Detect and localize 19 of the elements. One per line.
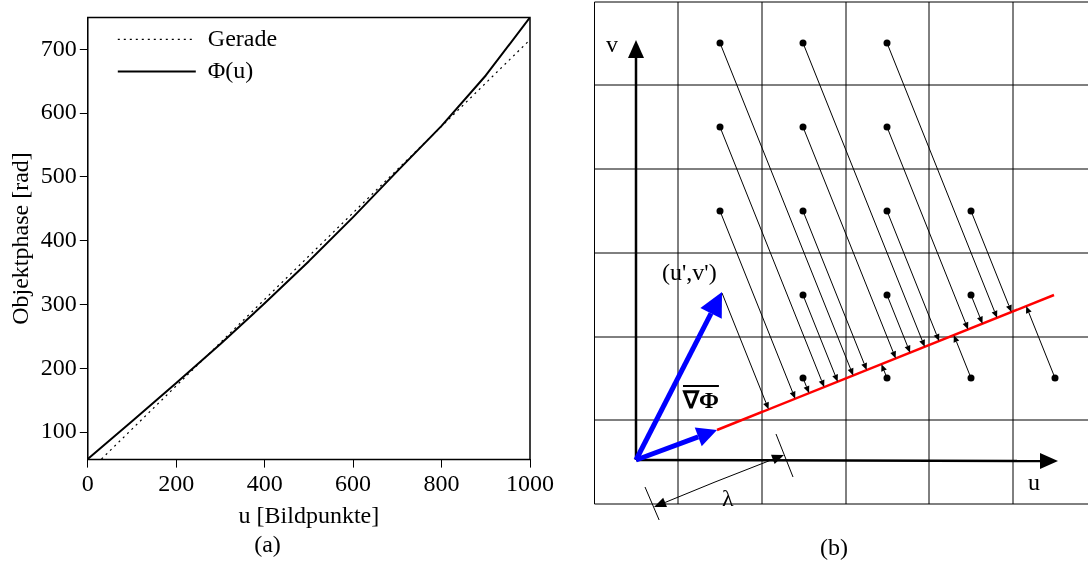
y-tick-label: 300 (40, 289, 77, 316)
y-tick-label: 200 (40, 353, 77, 380)
x-tick-label: 0 (81, 470, 94, 497)
x-tick-label: 400 (246, 470, 283, 497)
y-axis-title: Objektphase [rad] (6, 152, 33, 325)
x-tick-label: 200 (158, 470, 195, 497)
x-tick-label: 1000 (506, 470, 554, 497)
y-tick-label: 100 (40, 417, 77, 444)
text: (a) (254, 530, 281, 557)
x-tick-label: 800 (423, 470, 460, 497)
y-tick-label: 400 (40, 226, 77, 253)
x-tick-label: 600 (335, 470, 372, 497)
y-tick-label: 700 (40, 34, 77, 61)
legend-label: Gerade (207, 24, 278, 51)
x-axis-title: u [Bildpunkte] (238, 502, 380, 529)
y-tick-label: 500 (40, 162, 77, 189)
legend-label: Φ(u) (207, 56, 254, 83)
y-tick-label: 600 (40, 98, 77, 125)
text: (b) (820, 534, 848, 560)
